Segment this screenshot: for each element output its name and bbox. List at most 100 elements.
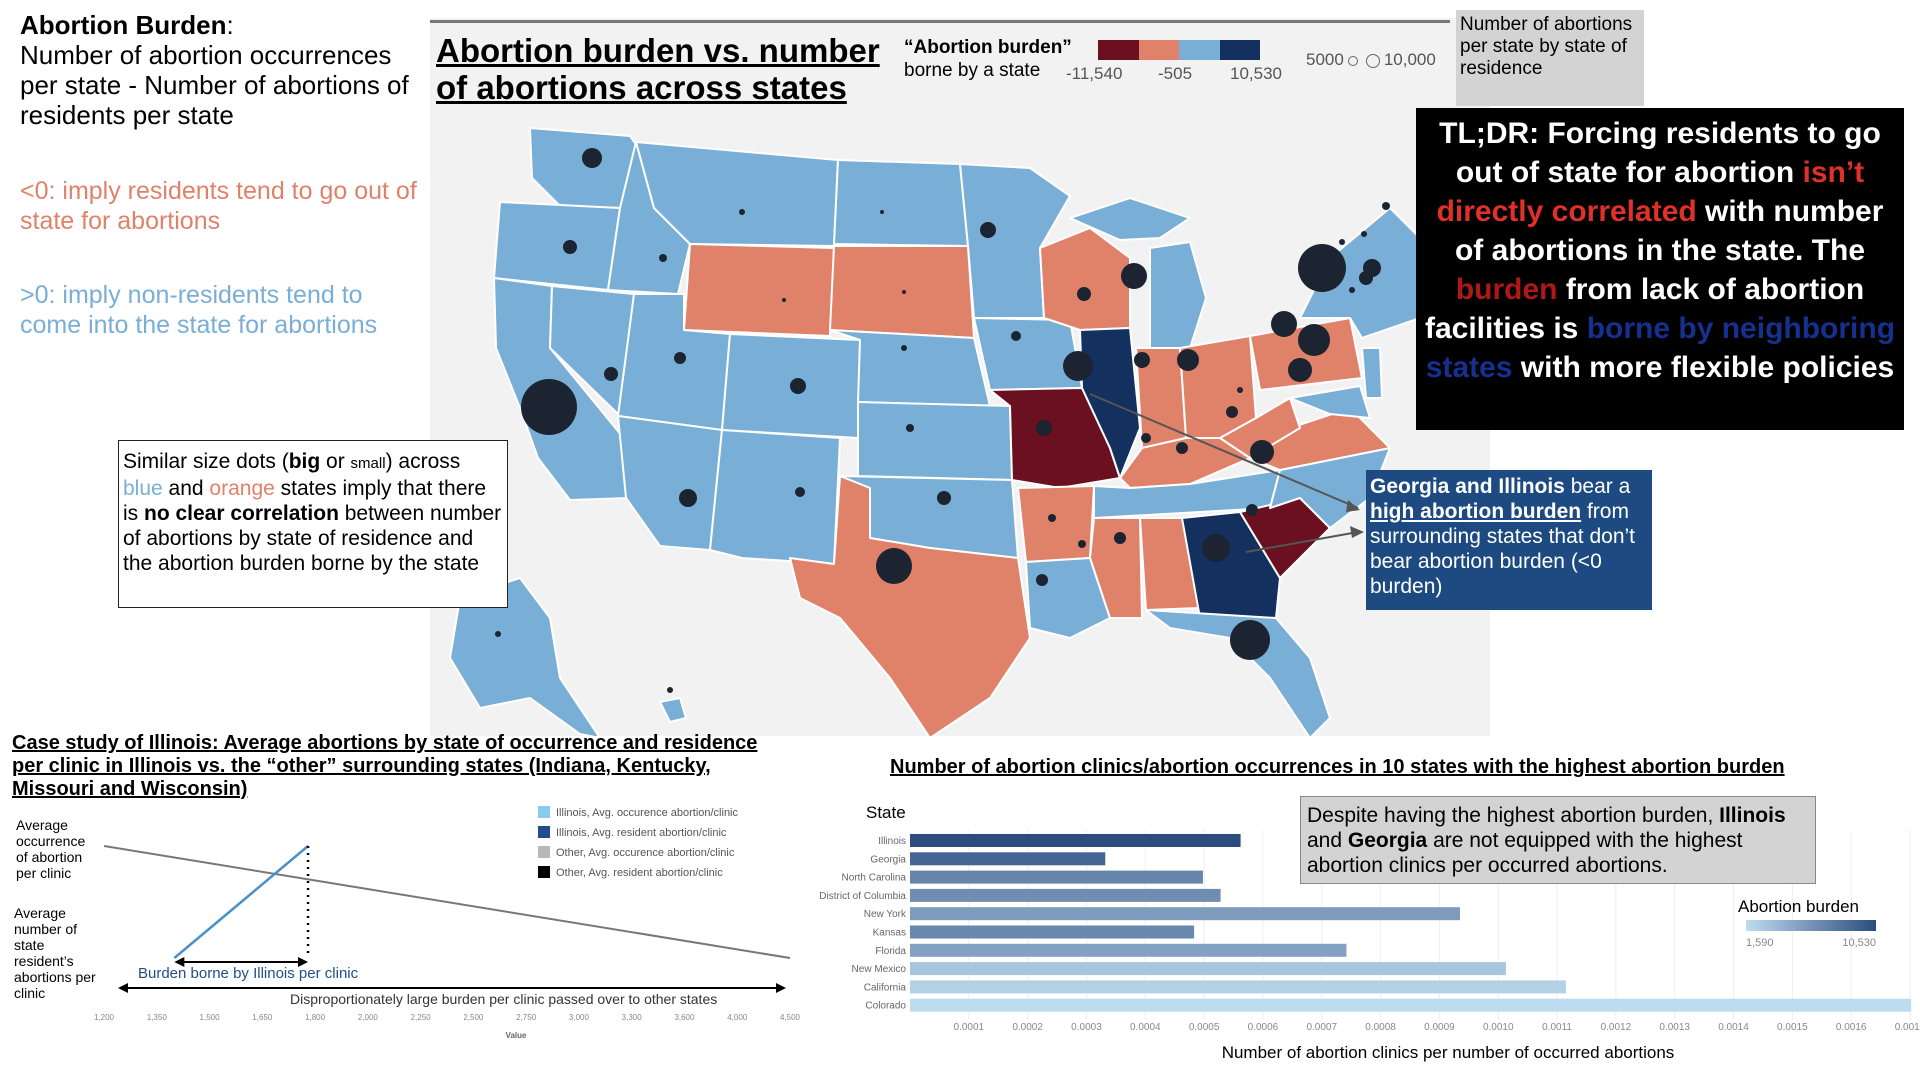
bar <box>910 925 1195 939</box>
bar <box>910 852 1106 866</box>
dot-south-carolina <box>1246 504 1258 516</box>
burden-legend-min: 1,590 <box>1746 937 1774 949</box>
dot-washington <box>582 148 602 168</box>
category-label: California <box>864 982 907 993</box>
residence-dots <box>495 148 1390 693</box>
dot-utah <box>674 352 686 364</box>
dot-vermont <box>1339 239 1345 245</box>
legend-label: Illinois, Avg. occurence abortion/clinic <box>556 807 739 819</box>
dot-idaho <box>659 254 667 262</box>
state-arkansas <box>1017 485 1095 563</box>
arrowhead-right-icon <box>298 957 309 967</box>
dot-montana <box>739 209 745 215</box>
dot-ohio <box>1177 349 1199 371</box>
dot-illinois <box>1063 351 1093 381</box>
legend-swatch-dark-red <box>1098 40 1139 60</box>
us-map <box>449 117 1490 736</box>
x-axis-label: Value <box>506 1031 527 1040</box>
dot-north-dakota <box>880 210 884 214</box>
x-tick-label: 0.0015 <box>1777 1022 1808 1033</box>
dot-hawaii <box>667 687 673 693</box>
bar-chart-x-ticks: 0.0001 0.0002 0.0003 0.0004 0.0005 0.0006 0.00… <box>954 1022 1920 1062</box>
legend-swatch <box>538 846 550 858</box>
dot-virginia <box>1226 406 1238 418</box>
bar <box>910 998 1912 1012</box>
dot-florida <box>1230 620 1270 660</box>
state-michigan <box>1149 241 1207 349</box>
x-tick-label: 0.0014 <box>1718 1022 1749 1033</box>
legend-swatch <box>538 806 550 818</box>
dot-mississippi <box>1078 540 1086 548</box>
dot-pennsylvania <box>1271 311 1297 337</box>
x-tick-label: 1,200 <box>94 1013 115 1022</box>
bar <box>910 907 1460 921</box>
x-tick-label: 0.0010 <box>1483 1022 1514 1033</box>
case-study-x-ticks: 1,200 1,350 1,500 1,650 1,800 2,000 2,250 2,500… <box>94 1013 800 1040</box>
tldr-box: TL;DR: Forcing residents to go out of st… <box>1416 108 1904 430</box>
state-new-jersey <box>1361 347 1383 399</box>
category-label: Georgia <box>870 854 906 865</box>
x-tick-label: 2,000 <box>358 1013 379 1022</box>
large-circle-icon <box>1365 53 1380 68</box>
arrowhead-georgia <box>1350 526 1364 538</box>
bar <box>910 962 1506 976</box>
dot-south-dakota <box>902 290 906 294</box>
dot-wyoming <box>782 298 786 302</box>
x-tick-label: 0.0017 <box>1895 1022 1920 1033</box>
case-study-annotations: Burden borne by Illinois per clinic Dispr… <box>118 957 786 1007</box>
dot-tennessee <box>1176 442 1188 454</box>
dot-new-mexico <box>795 487 805 497</box>
category-label: North Carolina <box>842 873 907 884</box>
color-legend-bar <box>1098 40 1260 60</box>
legend-tick-max: 10,530 <box>1230 64 1282 83</box>
dot-delaware <box>1349 287 1355 293</box>
x-tick-label: 1,650 <box>252 1013 273 1022</box>
dot-oklahoma <box>937 491 951 505</box>
map-title: Abortion burden vs. number of abortions … <box>436 32 880 106</box>
bar <box>910 888 1221 902</box>
legend-swatch <box>538 826 550 838</box>
legend-tick-min: -11,540 <box>1066 64 1123 83</box>
x-tick-label: 0.0016 <box>1836 1022 1867 1033</box>
x-tick-label: 0.0002 <box>1012 1022 1043 1033</box>
state-arizona <box>617 415 723 551</box>
legend-label: Illinois, Avg. resident abortion/clinic <box>556 827 727 839</box>
x-tick-label: 4,000 <box>727 1013 748 1022</box>
x-tick-label: 1,800 <box>305 1013 326 1022</box>
bar <box>910 980 1566 994</box>
x-tick-label: 0.0005 <box>1189 1022 1220 1033</box>
legend-label: Other, Avg. occurence abortion/clinic <box>556 847 735 859</box>
state-pennsylvania <box>1249 317 1363 391</box>
state-new-mexico <box>709 429 841 565</box>
case-study-title: Case study of Illinois: Average abortion… <box>12 732 758 800</box>
x-tick-label: 3,000 <box>569 1013 590 1022</box>
dot-north-carolina <box>1250 440 1274 464</box>
positive-burden-note: >0: imply non-residents tend to come int… <box>20 281 378 339</box>
other-series-line <box>103 845 791 959</box>
dot-maine <box>1382 202 1390 210</box>
x-tick-label: 4,500 <box>780 1013 800 1022</box>
legend-swatch-dark-blue <box>1219 40 1260 60</box>
dot-minnesota <box>980 222 996 238</box>
resident-label-line: resident’s <box>14 953 74 969</box>
category-label: Kansas <box>873 928 906 939</box>
size-legend: 5000 10,000 <box>1306 50 1436 69</box>
x-tick-label: 2,250 <box>411 1013 432 1022</box>
illinois-burden-label: Burden borne by Illinois per clinic <box>138 965 359 982</box>
state-west-virginia <box>1219 397 1301 459</box>
arrow-georgia <box>1245 531 1359 553</box>
x-tick-label: 0.0007 <box>1306 1022 1337 1033</box>
x-tick-label: 0.0006 <box>1248 1022 1279 1033</box>
illinois-series-line <box>173 845 309 959</box>
bar-chart-legend: Abortion burden 1,590 10,530 <box>1738 897 1876 949</box>
bar-chart-bars <box>910 834 1912 1012</box>
arrow-illinois <box>1089 393 1359 509</box>
legend-tick-mid: -505 <box>1158 64 1193 83</box>
x-tick-label: 0.0011 <box>1542 1022 1572 1033</box>
dot-west-virginia <box>1237 387 1243 393</box>
category-label: District of Columbia <box>820 891 906 902</box>
dot-oregon <box>563 240 577 254</box>
clinics-bar-chart: Illinois Georgia North Carolina District of… <box>820 803 1920 1062</box>
arrowhead-illinois <box>1346 500 1360 512</box>
